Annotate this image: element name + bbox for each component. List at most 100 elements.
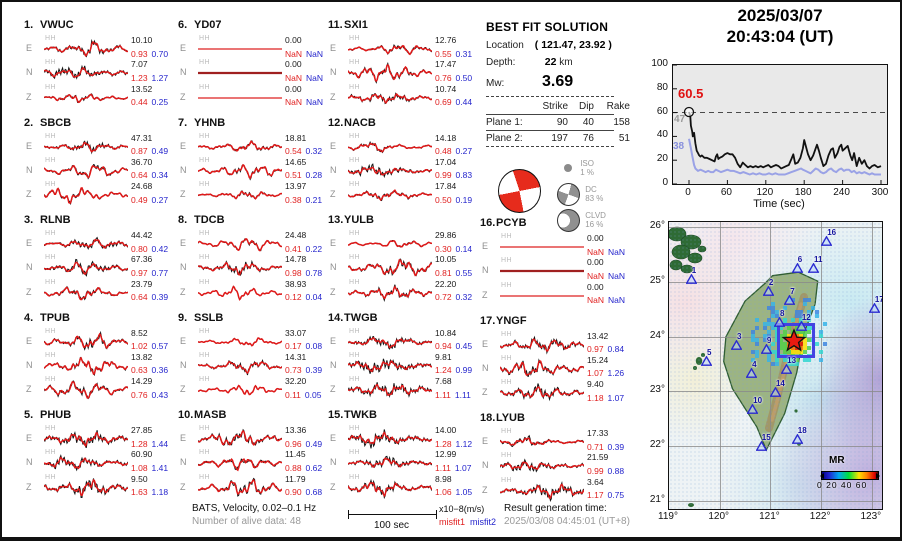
heat-cell (807, 298, 811, 302)
heat-cell (751, 350, 755, 354)
waveform-trace (44, 454, 128, 472)
lat-label-22: 22° (649, 439, 665, 451)
heat-cell (807, 330, 811, 334)
misfit1-value: 0.71 (587, 441, 604, 452)
heat-cell (767, 306, 771, 310)
channel-code: HH (199, 254, 211, 262)
heat-cell (807, 326, 811, 330)
lon-label-120: 120° (708, 511, 730, 522)
heat-cell (779, 338, 783, 342)
channel-code: HH (199, 181, 211, 189)
waveform-trace (198, 48, 282, 50)
channel-row-YNGF-N: N HH 15.24 1.07 1.26 (474, 355, 626, 379)
component-label: Z (330, 384, 336, 395)
channel-row-PHUB-E: E HH 27.85 1.28 1.44 (18, 425, 170, 449)
misfit2-value: 0.44 (455, 97, 473, 108)
heat-cell (771, 342, 775, 346)
channel-row-RLNB-E: E HH 44.42 0.80 0.42 (18, 230, 170, 254)
channel-code: HH (349, 254, 361, 262)
channel-row-TWKB-Z: Z HH 8.98 1.06 1.05 (322, 473, 474, 499)
channel-row-PCYB-E: E HH 0.00 NaN NaN (474, 233, 626, 257)
station-triangle-icon (760, 344, 772, 354)
waveform-trace (198, 458, 282, 472)
channel-row-MASB-N: N HH 11.45 0.88 0.62 (172, 449, 324, 473)
depth-unit: km (556, 57, 573, 68)
channel-values: 12.76 0.55 0.31 (435, 35, 477, 61)
component-label: E (330, 335, 337, 346)
channel-row-MASB-Z: Z HH 11.79 0.90 0.68 (172, 474, 324, 498)
waveform-trace (44, 430, 128, 449)
channel-values: 67.36 0.97 0.77 (131, 254, 173, 280)
peak-amplitude: 7.07 (131, 59, 148, 70)
heat-cell (815, 310, 819, 314)
station-number-label: 6 (797, 255, 803, 265)
station-triangle-icon (821, 235, 833, 246)
time-scalebar (348, 510, 437, 519)
event-date: 2025/03/07 (737, 6, 823, 25)
waveform-trace (198, 285, 282, 301)
station-block-TWGB: 14.TWGB E HH 10.84 0.94 0.45 N HH 9.81 1.24 0.99 Z H… (322, 309, 474, 407)
misfit1-value: 1.02 (131, 341, 148, 351)
peak-amplitude: 14.78 (285, 254, 307, 265)
peak-amplitude: 10.05 (435, 254, 457, 265)
misfit2-value: 1.07 (607, 392, 625, 403)
component-label: Z (180, 481, 186, 492)
lon-label-123: 123° (860, 511, 882, 522)
waveform-column-4: 16.PCYB E HH 0.00 NaN NaN N HH 0.00 NaN NaN Z HH 0.00… (474, 214, 626, 507)
heat-cell (807, 318, 811, 322)
lon-label-119: 119° (658, 511, 678, 522)
peak-amplitude: 8.98 (435, 473, 452, 484)
component-label: E (180, 238, 187, 248)
misfit2-value: 0.39 (151, 292, 169, 303)
heat-cell (767, 330, 771, 334)
heat-cell (791, 350, 795, 354)
channel-code: HH (199, 351, 211, 359)
iso-dot-icon (564, 164, 573, 172)
station-number-label: 8 (780, 308, 785, 318)
heat-cell (771, 350, 775, 354)
channel-code: HH (45, 449, 57, 457)
misfit2-value: 0.77 (151, 267, 169, 278)
channel-row-YHNB-E: E HH 18.81 0.54 0.32 (172, 133, 324, 157)
waveform-trace (500, 295, 584, 297)
waveform-trace (198, 190, 282, 201)
channel-row-TPUB-N: N HH 13.82 0.63 0.36 (18, 352, 170, 376)
component-stack: ISO 1 % DC 83 % CLVD 16 % (557, 155, 618, 233)
misfit1-value: NaN (587, 270, 605, 281)
station-triangle-icon (784, 294, 796, 305)
heat-cell (819, 358, 823, 362)
misfit1-value: 1.18 (587, 392, 604, 403)
misfit1-value: 1.63 (131, 487, 148, 498)
ytick-60: 60 (656, 105, 668, 117)
misfit1-value: 1.11 (435, 389, 451, 400)
waveform-trace (348, 91, 432, 105)
peak-amplitude: 14.00 (435, 425, 457, 435)
misfit2-value: 0.36 (151, 365, 169, 376)
gridline-lon-122 (821, 222, 823, 509)
misfit1-value: 0.99 (435, 170, 452, 181)
channel-values: 7.68 1.11 1.11 (435, 376, 477, 402)
component-label: N (330, 262, 337, 273)
misfit2-value: 0.70 (151, 48, 169, 59)
heat-cell (779, 326, 783, 330)
misfit2-value: 0.39 (305, 365, 323, 376)
heat-cell (795, 314, 799, 318)
station-number-label: 9 (766, 336, 772, 346)
channel-code: HH (349, 278, 361, 286)
channel-row-YULB-N: N HH 10.05 0.81 0.55 (322, 254, 474, 278)
channel-row-SXI1-Z: Z HH 10.74 0.69 0.44 (322, 84, 474, 108)
misfit2-value: 0.57 (151, 341, 169, 351)
component-label: E (482, 338, 489, 349)
channel-values: 8.52 1.02 0.57 (131, 328, 173, 354)
heat-cell (767, 354, 771, 358)
component-label: N (330, 457, 337, 468)
misfit2-value: NaN (306, 48, 324, 59)
peak-amplitude: 17.84 (435, 181, 457, 192)
channel-values: 22.20 0.72 0.32 (435, 279, 477, 305)
channel-row-YULB-E: E HH 29.86 0.30 0.14 (322, 230, 474, 254)
misfit1-value: 0.93 (131, 48, 148, 59)
waveform-trace (500, 383, 584, 402)
gridline-lat-21 (669, 500, 882, 502)
station-block-SSLB: 9. SSLB E HH 33.07 0.17 0.08 N HH 14.31 0.73 0.39 Z H… (172, 309, 324, 407)
